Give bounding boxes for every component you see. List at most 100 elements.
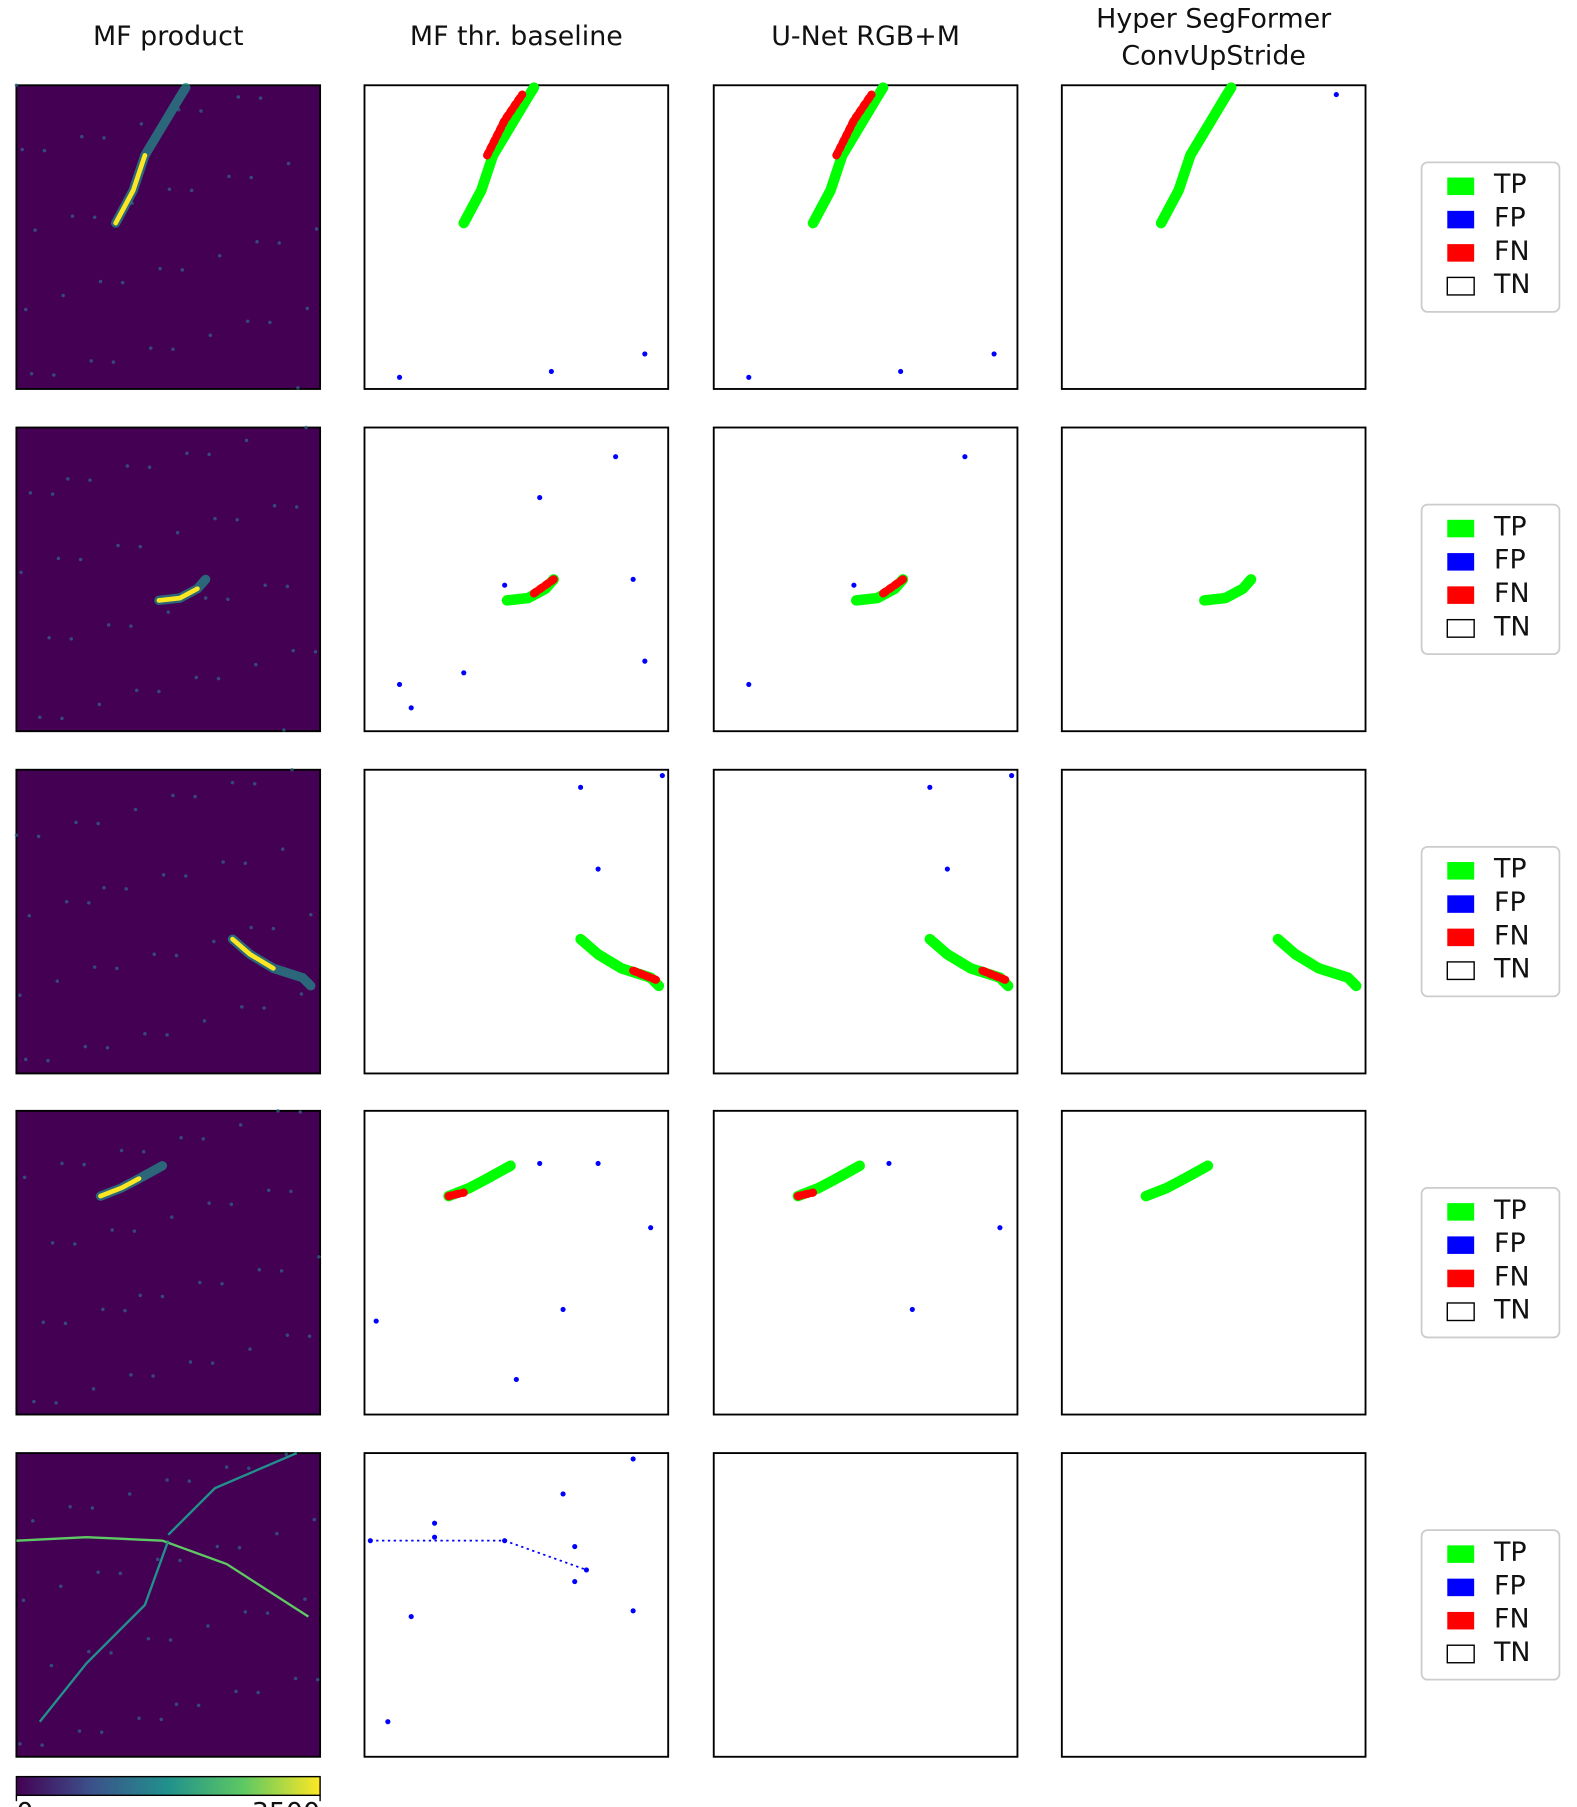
tp-region [807,82,889,229]
mf-noise [146,1637,151,1641]
mf-noise [299,992,304,996]
mf-noise [129,624,133,628]
mf-noise [132,1229,137,1233]
fp-pixel [1333,92,1339,98]
mf-noise [196,1703,201,1708]
mf-noise [139,122,144,126]
mf-noise [276,1109,280,1113]
mf-noise [18,993,22,997]
mf-noise [157,689,161,694]
mf-noise [245,319,250,323]
prediction-panel [712,1452,1019,1758]
mf-noise [279,1269,284,1273]
mf-noise [14,833,19,837]
mf-noise [49,1663,54,1668]
fp-pixel [432,1520,438,1526]
mf-noise [90,1506,95,1510]
panel-frame [363,1109,670,1416]
panel-frame [1060,1109,1367,1416]
prediction-panel [712,1109,1019,1416]
mf-noise [40,1743,44,1747]
mf-noise [236,95,241,99]
mf-noise [74,820,78,825]
mf-noise [184,874,188,878]
mf-noise [101,1307,105,1312]
mf-noise [70,214,75,218]
mf-noise [265,1611,270,1615]
fn-region [483,90,527,160]
mf-noise [213,516,217,521]
mf-noise [105,1046,110,1050]
mf-noise [32,1399,36,1404]
legend-swatch [1447,1611,1475,1630]
colorbar [15,1775,321,1797]
mf-noise [249,175,253,180]
fp-pixel [851,582,857,588]
fp-pixel [583,1567,589,1573]
mf-noise [29,372,34,376]
prediction-panel [363,1452,670,1758]
mf-noise [115,966,119,971]
mf-noise [202,1019,207,1023]
fp-pixel [630,576,636,582]
fp-pixel [927,784,933,790]
mf-noise [304,425,308,430]
prediction-panel [1060,426,1367,733]
mf-noise [87,1649,91,1654]
legend-swatch [1447,1578,1475,1597]
fp-pixel [991,351,997,357]
mf-noise [21,1598,26,1603]
mf-noise [235,518,239,522]
mf-noise [89,359,93,363]
legend-label: FN [1494,1604,1530,1635]
panel-frame [712,768,1019,1075]
prediction-panel [1060,82,1367,390]
legend-label: TN [1493,954,1530,985]
fp-pixel [367,1538,373,1544]
legend-label: FP [1494,203,1526,234]
mf-noise [257,1267,262,1272]
legend-frame [1420,161,1561,313]
panel-frame [712,426,1019,733]
fp-pixel [396,374,403,380]
legend-swatch [1447,862,1475,880]
mf-background [15,426,322,733]
mf-noise [161,873,166,877]
mf-noise [96,821,100,826]
fp-pixel [502,1538,508,1544]
mf-noise [141,1149,146,1154]
mf-noise [47,636,51,640]
legend-label: FN [1494,236,1530,267]
panel-frame [363,426,670,733]
mf-noise [143,1031,147,1036]
mf-noise [175,530,180,535]
mf-noise [226,597,230,601]
mf-noise [317,1255,321,1259]
prediction-panel [363,426,670,733]
mf-noise [234,1689,238,1694]
mf-noise [60,1161,64,1166]
mf-noise [206,1624,210,1628]
mf-noise [151,1374,155,1378]
mf-noise [152,952,156,957]
mf-background [15,84,322,390]
mf-noise [263,583,267,587]
tp-region [1199,574,1257,606]
column-title: U-Net RGB+M [771,21,960,52]
mf-noise [77,1729,82,1733]
mf-noise [155,1557,160,1562]
colorbar-tick-label: 0 [16,1798,33,1807]
mf-noise [174,953,179,958]
mf-noise [159,1717,163,1722]
mf-noise [137,1716,141,1720]
mf-noise [208,333,213,337]
panel-frame [712,1452,1019,1758]
mf-noise [272,504,277,508]
fp-pixel [630,1608,636,1614]
mf-noise [207,1201,211,1205]
mf-noise [106,623,111,627]
mf-noise [98,279,103,284]
fp-pixel [648,1225,654,1231]
mf-noise [277,241,281,245]
